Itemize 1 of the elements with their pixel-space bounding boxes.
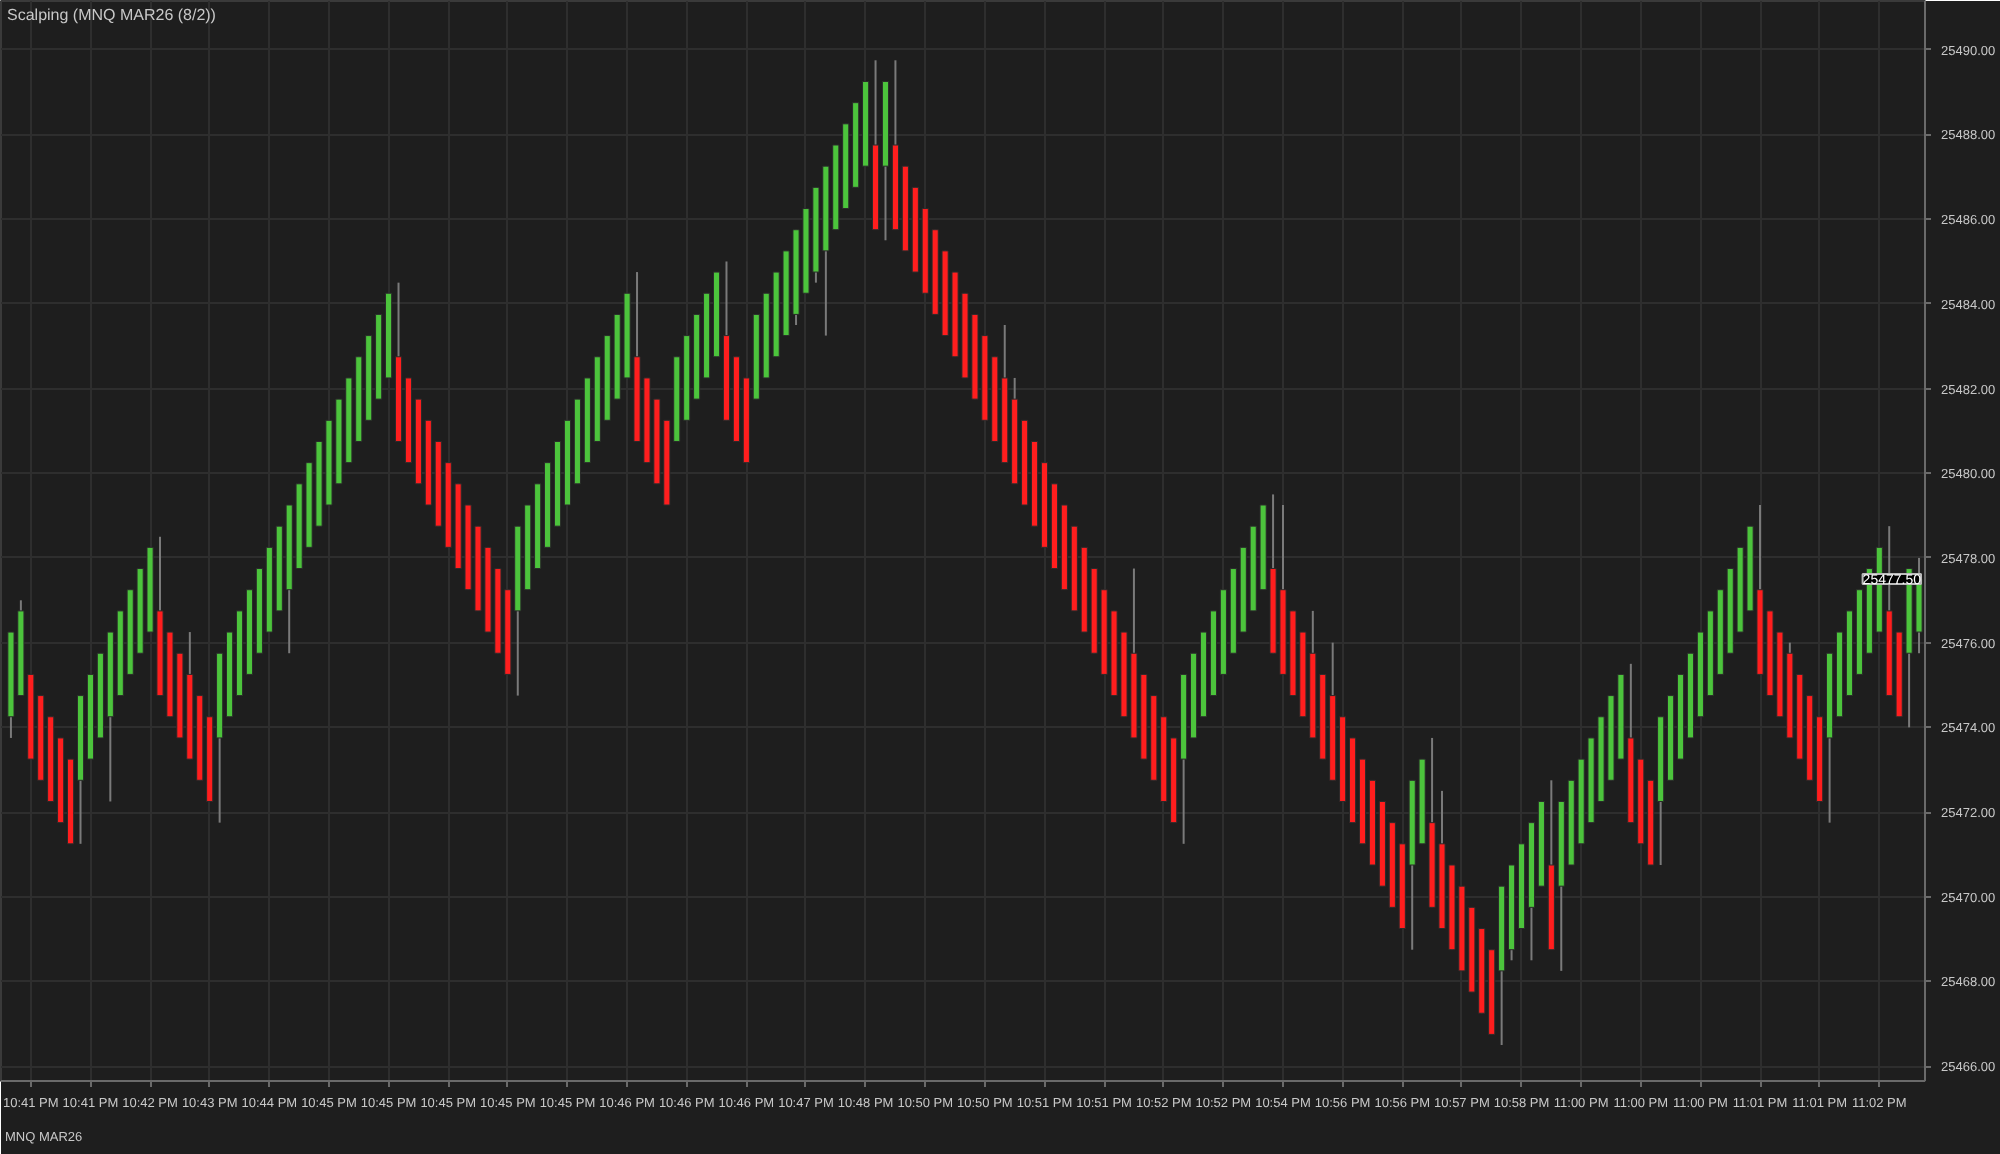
chart-title: Scalping (MNQ MAR26 (8/2)) [7, 6, 217, 24]
